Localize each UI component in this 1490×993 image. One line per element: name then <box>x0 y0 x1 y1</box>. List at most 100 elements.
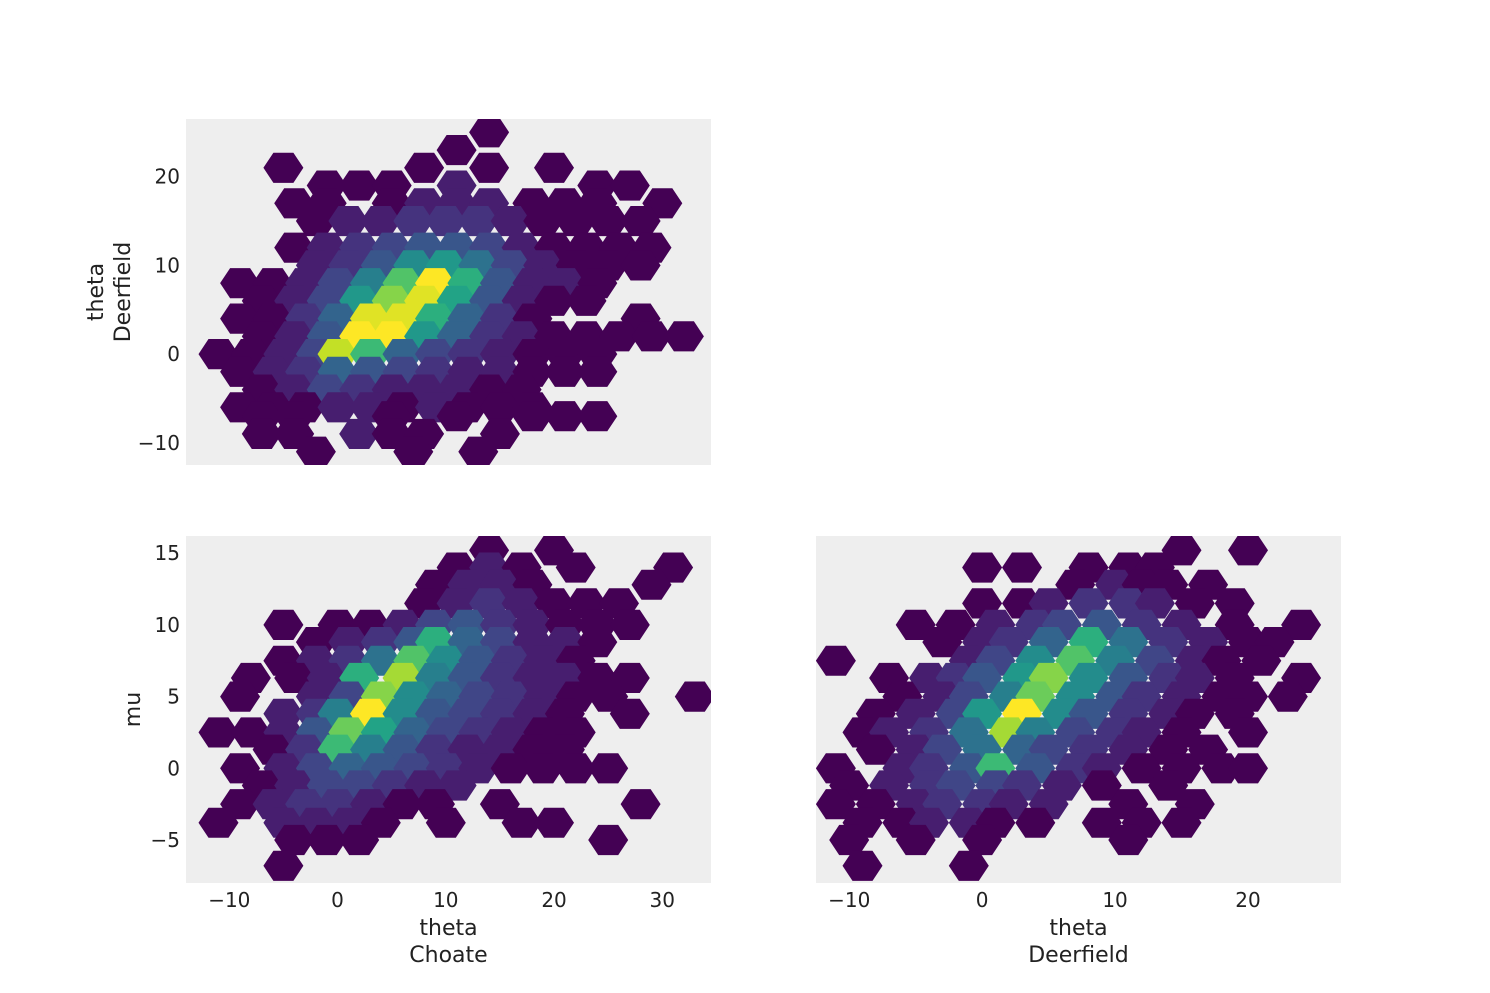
x-tick-label--10: −10 <box>828 888 870 912</box>
hexbin-cell <box>198 807 239 838</box>
hexbin-cell <box>1241 645 1282 676</box>
hexbin-cell <box>393 436 434 465</box>
hexbin-cell <box>663 321 704 352</box>
hexbin-cell <box>816 789 856 820</box>
hexbin-cell <box>555 753 596 784</box>
x-axis-label: Deerfield <box>1028 943 1129 968</box>
x-tick-label-10: 10 <box>433 888 458 912</box>
hexbin-cell <box>404 152 445 183</box>
hexbin-cell <box>479 392 520 423</box>
hexbin-cells <box>816 536 1322 881</box>
hexbin-cell <box>425 807 466 838</box>
x-tick-label--10: −10 <box>208 888 250 912</box>
hexbin-cell <box>816 645 856 676</box>
hexbin-cell <box>241 418 282 449</box>
hexbin-cell <box>1002 552 1042 583</box>
hexbin-cell <box>523 206 564 237</box>
hexbin-cell <box>198 717 239 748</box>
hexbin-cell <box>1161 536 1202 566</box>
hexbin-cell <box>1228 717 1268 748</box>
y-tick-label-5: 5 <box>167 685 180 709</box>
hexbin-cell <box>620 789 661 820</box>
hexbin-cell <box>588 824 629 856</box>
hexbin-cell <box>544 401 585 432</box>
hexbin-cell <box>588 753 629 784</box>
hexbin-cell <box>436 401 477 432</box>
hexbin-cell <box>274 824 315 856</box>
hexbin-cell <box>855 734 896 765</box>
hexbin-cell <box>263 850 304 881</box>
hexbin-cell <box>948 850 989 881</box>
hexbin-cell <box>1228 753 1268 784</box>
hexbin-cell <box>534 152 574 183</box>
hexbin-cells <box>198 119 704 465</box>
y-tick-label-10: 10 <box>155 253 180 277</box>
x-axis-label: theta <box>1049 916 1107 941</box>
y-axis-label: mu <box>121 692 146 727</box>
hexbin-cell <box>339 170 380 201</box>
hexbin-cell <box>469 152 510 183</box>
hexbin-cell <box>1161 807 1202 838</box>
hexbin-cell <box>842 850 883 881</box>
hexbin-cell <box>631 321 672 352</box>
hexbin-cell <box>609 609 650 640</box>
hexbin-cell <box>534 807 574 838</box>
hexbin-cell <box>555 552 596 583</box>
x-axis-label: theta <box>419 916 477 941</box>
hexbin-cell <box>501 807 542 838</box>
hexbin-cell <box>631 569 672 600</box>
hexbin-cell <box>469 119 510 148</box>
hexbin-cell <box>588 206 629 237</box>
hexbin-cell <box>962 552 1003 583</box>
hexbin-cell <box>1121 753 1162 784</box>
y-tick-label-20: 20 <box>155 165 180 189</box>
y-tick-label--10: −10 <box>138 431 180 455</box>
x-tick-label-30: 30 <box>650 888 675 912</box>
hexbin-cell <box>895 609 936 640</box>
x-axis-label: Choate <box>409 943 487 968</box>
hexbin-panel-top-left: −10 0 10 20 theta Deerfield <box>84 119 711 465</box>
hexbin-cell <box>674 681 711 712</box>
hexbin-cell <box>895 824 936 856</box>
hexbin-cell <box>339 418 380 449</box>
y-axis-label: theta <box>84 263 109 321</box>
hexbin-cell <box>306 824 347 856</box>
x-tick-label-20: 20 <box>1235 888 1260 912</box>
hexbin-cell <box>490 206 531 237</box>
hexbin-cell <box>295 436 336 465</box>
hexbin-cell <box>512 401 553 432</box>
hexbin-cell <box>458 436 499 465</box>
hexbin-cell <box>609 170 650 201</box>
hexbin-cell <box>490 753 531 784</box>
hexbin-cell <box>1015 807 1056 838</box>
y-tick-label-15: 15 <box>155 541 180 565</box>
y-tick-label-0: 0 <box>167 756 180 780</box>
hexbin-cell <box>523 753 564 784</box>
hexbin-cell <box>1267 681 1308 712</box>
hexbin-cell <box>1281 609 1322 640</box>
x-tick-label-20: 20 <box>541 888 566 912</box>
hexbin-cell <box>263 609 304 640</box>
x-tick-label-10: 10 <box>1102 888 1127 912</box>
y-tick-label-10: 10 <box>155 613 180 637</box>
hexbin-cell <box>436 135 477 166</box>
hexbin-cell <box>577 356 618 387</box>
hexbin-cell <box>1148 770 1189 801</box>
hexbin-cell <box>458 206 499 237</box>
hexbin-cell <box>544 356 585 387</box>
hexbin-cell <box>328 206 369 237</box>
hexbin-cell <box>962 824 1003 856</box>
hexbin-cell <box>555 206 596 237</box>
hexbin-cell <box>829 824 870 856</box>
hexbin-cell <box>577 401 618 432</box>
y-tick-label-0: 0 <box>167 342 180 366</box>
hexbin-cells <box>198 536 711 881</box>
hexbin-cell <box>393 206 434 237</box>
y-axis-label: Deerfield <box>111 242 136 343</box>
hexbin-cell <box>263 152 304 183</box>
hexbin-cell <box>1081 807 1122 838</box>
x-tick-label-0: 0 <box>331 888 344 912</box>
hexbin-cell <box>220 681 261 712</box>
